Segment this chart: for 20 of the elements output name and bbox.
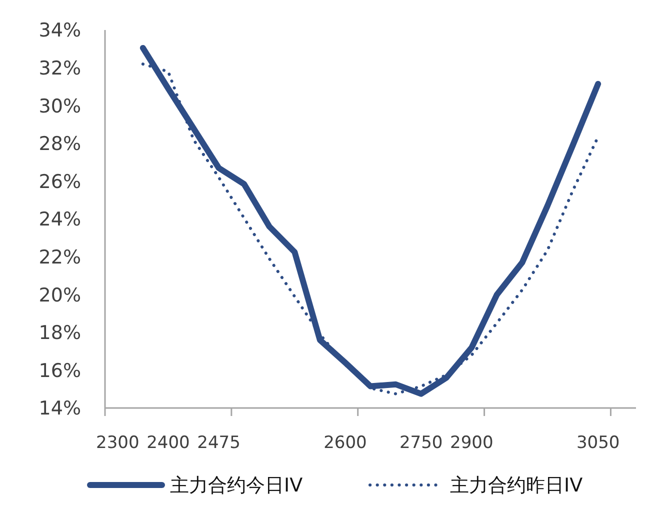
y-tick-label: 16% [38,360,81,382]
legend-label: 主力合约昨日IV [450,474,583,497]
y-tick-label: 14% [38,398,81,420]
y-tick-label: 26% [38,170,81,193]
x-tick-label: 2475 [197,433,240,453]
y-tick-label: 20% [38,284,81,306]
x-tick-label: 2300 [96,433,140,453]
y-tick-label: 32% [38,57,81,80]
x-tick-label: 2400 [146,433,190,453]
y-tick-label: 28% [38,133,81,156]
y-tick-label: 34% [38,20,81,42]
y-tick-label: 18% [38,322,81,344]
x-tick-label: 2750 [399,433,443,453]
x-tick-label: 2900 [450,433,494,453]
x-tick-label: 3050 [576,433,620,453]
y-tick-label: 24% [38,208,81,231]
legend-label: 主力合约今日IV [170,474,303,497]
y-tick-label: 22% [38,246,81,268]
x-tick-label: 2600 [324,433,367,453]
y-tick-label: 30% [38,95,81,118]
